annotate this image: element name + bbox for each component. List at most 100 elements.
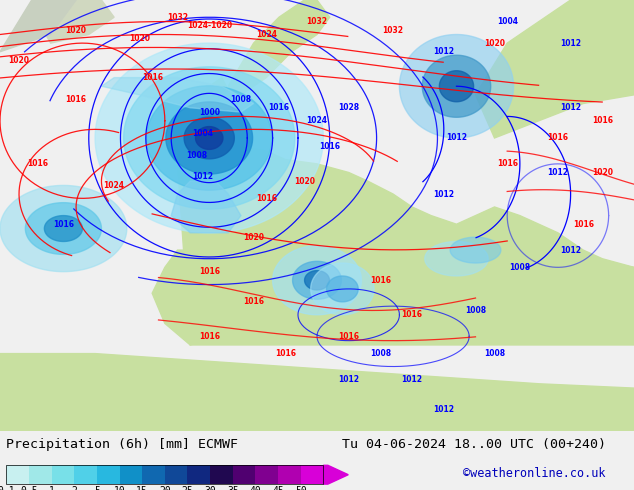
Polygon shape (311, 263, 374, 315)
Polygon shape (38, 0, 114, 43)
Text: 1016: 1016 (592, 116, 613, 125)
Polygon shape (166, 102, 252, 174)
Text: 1016: 1016 (198, 267, 220, 276)
Text: 1012: 1012 (446, 133, 467, 143)
Text: 1016: 1016 (141, 73, 163, 82)
Bar (142, 466, 165, 484)
Bar (278, 466, 301, 484)
Text: 1012: 1012 (338, 375, 359, 384)
Polygon shape (152, 250, 241, 345)
Text: Tu 04-06-2024 18..00 UTC (00+240): Tu 04-06-2024 18..00 UTC (00+240) (342, 438, 606, 451)
Text: 1032: 1032 (306, 17, 328, 26)
Text: 1016: 1016 (256, 194, 277, 203)
Text: 1024-1020: 1024-1020 (186, 22, 232, 30)
Bar (210, 466, 233, 484)
Text: 1008: 1008 (186, 151, 207, 160)
Polygon shape (184, 117, 235, 159)
Text: 30: 30 (204, 487, 216, 490)
Bar (165, 466, 188, 484)
Polygon shape (273, 246, 361, 315)
Polygon shape (439, 71, 474, 102)
Text: 25: 25 (181, 487, 193, 490)
Polygon shape (399, 34, 514, 138)
Text: 1004: 1004 (192, 129, 214, 138)
Text: 1016: 1016 (53, 220, 74, 229)
Text: 1016: 1016 (65, 95, 87, 104)
Text: 1012: 1012 (560, 103, 581, 112)
Text: 1024: 1024 (103, 181, 125, 190)
Text: 1016: 1016 (370, 276, 391, 285)
Text: 1020: 1020 (243, 233, 264, 242)
Text: 1020: 1020 (592, 168, 613, 177)
Polygon shape (228, 0, 330, 95)
Text: 1004: 1004 (496, 17, 518, 26)
Text: 1028: 1028 (338, 103, 359, 112)
Text: 2: 2 (72, 487, 77, 490)
Text: 1000: 1000 (198, 108, 220, 117)
Polygon shape (178, 138, 634, 345)
Text: 1012: 1012 (560, 245, 581, 255)
Bar (51, 466, 74, 484)
Text: 1016: 1016 (275, 349, 296, 358)
Text: 5: 5 (94, 487, 100, 490)
Polygon shape (293, 261, 341, 299)
Text: 1016: 1016 (319, 142, 340, 151)
Text: 1016: 1016 (338, 332, 359, 341)
Text: 1008: 1008 (484, 349, 505, 358)
Text: 1020: 1020 (129, 34, 150, 43)
Text: 1020: 1020 (294, 176, 315, 186)
Text: 1024: 1024 (306, 116, 328, 125)
Text: 1: 1 (49, 487, 55, 490)
Text: 1012: 1012 (192, 172, 214, 181)
Text: 1024: 1024 (256, 30, 277, 39)
Polygon shape (304, 270, 330, 290)
Text: 1016: 1016 (401, 310, 423, 319)
Bar (256, 466, 278, 484)
Bar (233, 466, 256, 484)
Text: 1012: 1012 (547, 168, 569, 177)
Polygon shape (44, 216, 82, 242)
Bar (6, 466, 323, 484)
Polygon shape (327, 276, 358, 302)
Text: 40: 40 (250, 487, 261, 490)
Text: 0.1: 0.1 (0, 487, 15, 490)
Polygon shape (25, 203, 101, 254)
Text: 50: 50 (295, 487, 307, 490)
Text: 1016: 1016 (243, 297, 264, 306)
Text: 1008: 1008 (230, 95, 252, 104)
Polygon shape (171, 181, 241, 233)
Text: 1032: 1032 (167, 13, 188, 22)
Text: 1016: 1016 (268, 103, 290, 112)
Text: 1032: 1032 (382, 25, 404, 35)
Text: 1016: 1016 (573, 220, 594, 229)
Polygon shape (422, 55, 491, 117)
Text: 1016: 1016 (547, 133, 569, 143)
FancyArrow shape (323, 466, 348, 484)
Bar (301, 466, 323, 484)
Text: 1008: 1008 (370, 349, 391, 358)
Polygon shape (476, 0, 634, 138)
Bar (29, 466, 51, 484)
Text: 1016: 1016 (496, 159, 518, 169)
Text: 10: 10 (113, 487, 126, 490)
Text: ©weatheronline.co.uk: ©weatheronline.co.uk (463, 467, 605, 480)
Bar (6, 466, 29, 484)
Text: 1012: 1012 (560, 39, 581, 48)
Text: 1020: 1020 (8, 56, 30, 65)
Polygon shape (101, 77, 254, 112)
Polygon shape (0, 354, 634, 431)
Polygon shape (178, 77, 228, 129)
Text: 1012: 1012 (433, 190, 455, 198)
Text: 1020: 1020 (65, 25, 87, 35)
Polygon shape (95, 43, 323, 233)
Text: Precipitation (6h) [mm] ECMWF: Precipitation (6h) [mm] ECMWF (6, 438, 238, 451)
Text: 1012: 1012 (433, 405, 455, 414)
Text: 0.5: 0.5 (20, 487, 38, 490)
Text: 1008: 1008 (509, 263, 531, 272)
Bar (120, 466, 142, 484)
Text: 1008: 1008 (465, 306, 486, 315)
Bar (74, 466, 97, 484)
Text: 45: 45 (272, 487, 284, 490)
Text: 1016: 1016 (27, 159, 49, 169)
Text: 20: 20 (159, 487, 171, 490)
